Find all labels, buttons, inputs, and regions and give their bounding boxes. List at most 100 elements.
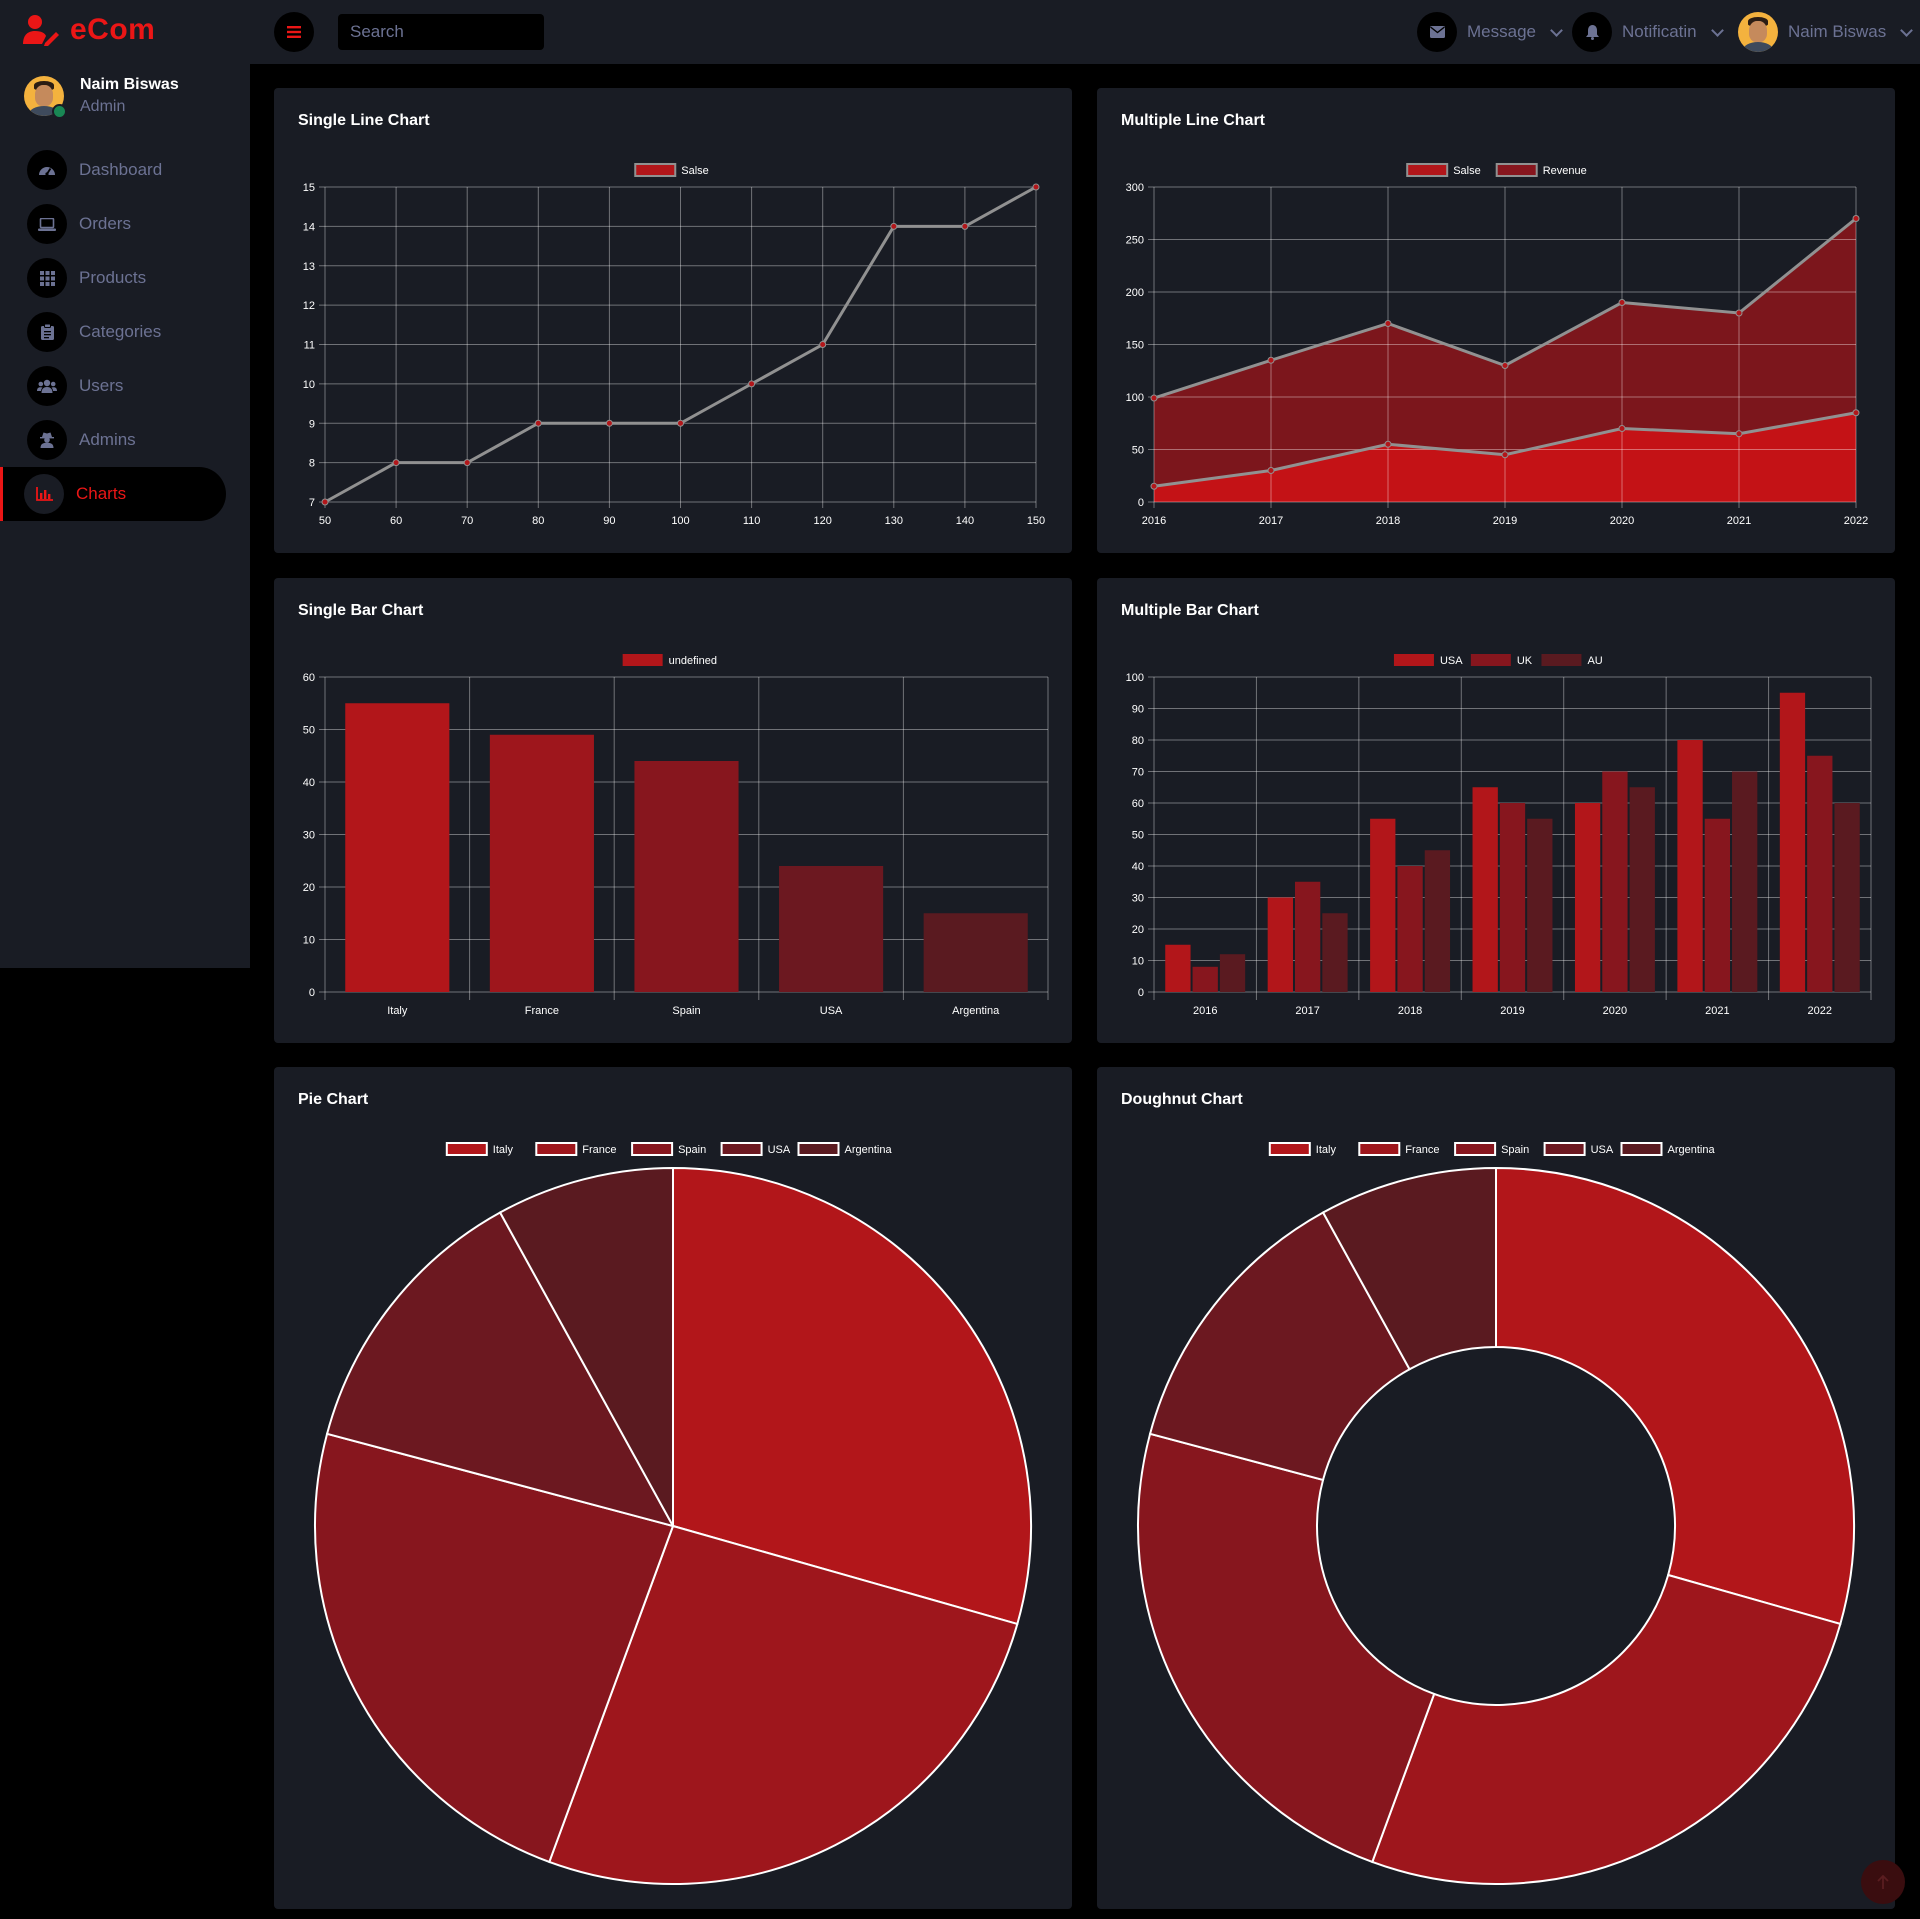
sidebar-item-label: Users	[79, 376, 124, 395]
data-point	[534, 419, 542, 427]
y-tick-label: 10	[303, 379, 315, 391]
users-icon	[37, 379, 57, 393]
data-point	[392, 459, 400, 467]
slice-spain	[314, 1432, 675, 1864]
legend-swatch	[1454, 1142, 1497, 1156]
legend-swatch	[1620, 1142, 1663, 1156]
y-tick-label: 0	[309, 987, 315, 999]
sidebar-item-users[interactable]: Users	[0, 359, 226, 413]
sidebar-item-label: Dashboard	[79, 160, 163, 179]
notification-label: Notificatin	[1622, 22, 1697, 41]
y-tick-label: 100	[1126, 672, 1144, 684]
user-dropdown[interactable]: Naim Biswas	[1738, 12, 1914, 52]
legend-label: USA	[768, 1144, 791, 1156]
legend-swatch	[1541, 654, 1582, 666]
x-tick-label: Spain	[672, 1005, 700, 1017]
grid-icon	[39, 270, 55, 286]
data-point	[1384, 440, 1392, 448]
search-input[interactable]	[338, 14, 544, 50]
slice-italy	[672, 1166, 1032, 1626]
x-tick-label: 140	[956, 515, 974, 527]
x-tick-label: 2022	[1844, 515, 1868, 527]
chart-title: Multiple Bar Chart	[1121, 602, 1259, 619]
legend-swatch	[720, 1142, 763, 1156]
bar-usa	[1472, 787, 1498, 992]
notification-dropdown[interactable]: Notificatin	[1572, 12, 1724, 52]
y-tick-label: 0	[1138, 987, 1144, 999]
bar-uk	[1602, 771, 1628, 992]
data-point	[1501, 362, 1509, 369]
y-tick-label: 8	[309, 458, 315, 470]
back-to-top-button[interactable]	[1861, 1860, 1905, 1904]
sidebar-item-label: Charts	[76, 484, 127, 503]
chevron-down-icon	[1900, 23, 1914, 37]
sidebar-item-products[interactable]: Products	[0, 251, 226, 305]
x-tick-label: 2016	[1193, 1005, 1217, 1017]
x-tick-label: 2022	[1808, 1005, 1832, 1017]
x-tick-label: 90	[603, 515, 615, 527]
menu-toggle-button[interactable]	[274, 12, 314, 52]
bar	[923, 913, 1028, 992]
user-edit-icon	[23, 15, 59, 46]
legend-label: Italy	[493, 1144, 514, 1156]
sidebar-item-label: Admins	[79, 430, 136, 449]
y-tick-label: 10	[1132, 956, 1144, 968]
x-tick-label: 2020	[1603, 1005, 1627, 1017]
x-tick-label: 2018	[1376, 515, 1400, 527]
multiple-line-chart-card: Multiple Line Chart Salse Revenue 0 50 100 15…	[1097, 88, 1895, 553]
x-tick-label: 50	[319, 515, 331, 527]
profile-name: Naim Biswas	[80, 76, 179, 93]
sidebar-item-charts[interactable]: Charts	[0, 467, 226, 521]
message-dropdown[interactable]: Message	[1417, 12, 1563, 52]
data-point	[1735, 309, 1743, 317]
y-tick-label: 14	[303, 221, 315, 233]
legend-label: France	[582, 1144, 616, 1156]
sidebar-item-orders[interactable]: Orders	[0, 197, 226, 251]
sidebar-item-admins[interactable]: Admins	[0, 413, 226, 467]
legend-label: France	[1405, 1144, 1439, 1156]
y-tick-label: 20	[303, 882, 315, 894]
brand-name: eCom	[70, 13, 156, 46]
bar-usa	[1574, 803, 1601, 992]
sidebar-item-dashboard[interactable]: Dashboard	[0, 143, 226, 197]
legend-label: Salse	[681, 165, 709, 177]
bar-uk	[1499, 803, 1526, 992]
chevron-down-icon	[1550, 23, 1563, 37]
bars-icon	[287, 26, 301, 38]
y-tick-label: 70	[1132, 767, 1144, 779]
bar-au	[1732, 771, 1758, 992]
single-line-chart: Salse 7 8 9 10 11 12 13 14 15 50 60 70 80 90 100 110 120 1…	[303, 163, 1045, 527]
legend-label: Spain	[1501, 1144, 1529, 1156]
brand-logo[interactable]: eCom	[22, 10, 155, 50]
bell-icon	[1585, 24, 1599, 40]
bar-usa	[1267, 897, 1293, 992]
doughnut-chart-card: Doughnut Chart Italy France Spain USA Argent…	[1097, 1067, 1895, 1909]
data-point	[890, 222, 898, 230]
x-tick-label: Argentina	[952, 1005, 1000, 1017]
x-tick-label: 120	[814, 515, 832, 527]
x-tick-label: 2016	[1142, 515, 1166, 527]
y-tick-label: 50	[303, 725, 315, 737]
y-tick-label: 12	[303, 300, 315, 312]
y-tick-label: 100	[1126, 392, 1144, 404]
sidebar: Naim Biswas Admin Dashboard Orders	[0, 64, 250, 968]
y-tick-label: 30	[1132, 893, 1144, 905]
bar	[779, 866, 884, 992]
data-point	[1150, 482, 1158, 490]
envelope-icon-wrap	[1417, 12, 1457, 52]
legend-swatch	[1495, 163, 1538, 177]
legend-label: Salse	[1453, 165, 1481, 177]
pie-chart-card: Pie Chart Italy France Spain USA Argentina	[274, 1067, 1072, 1909]
x-tick-label: 2020	[1610, 515, 1634, 527]
bar-uk	[1294, 881, 1321, 992]
user-secret-icon	[40, 432, 54, 448]
sidebar-item-categories[interactable]: Categories	[0, 305, 226, 359]
slice-argentina	[1321, 1166, 1497, 1371]
y-tick-label: 11	[304, 340, 315, 352]
legend-label: USA	[1440, 655, 1463, 667]
x-tick-label: 2017	[1259, 515, 1283, 527]
bell-icon-wrap	[1572, 12, 1612, 52]
chart-title: Pie Chart	[298, 1091, 369, 1108]
data-point	[1267, 356, 1275, 364]
sidebar-profile: Naim Biswas Admin	[24, 76, 179, 119]
